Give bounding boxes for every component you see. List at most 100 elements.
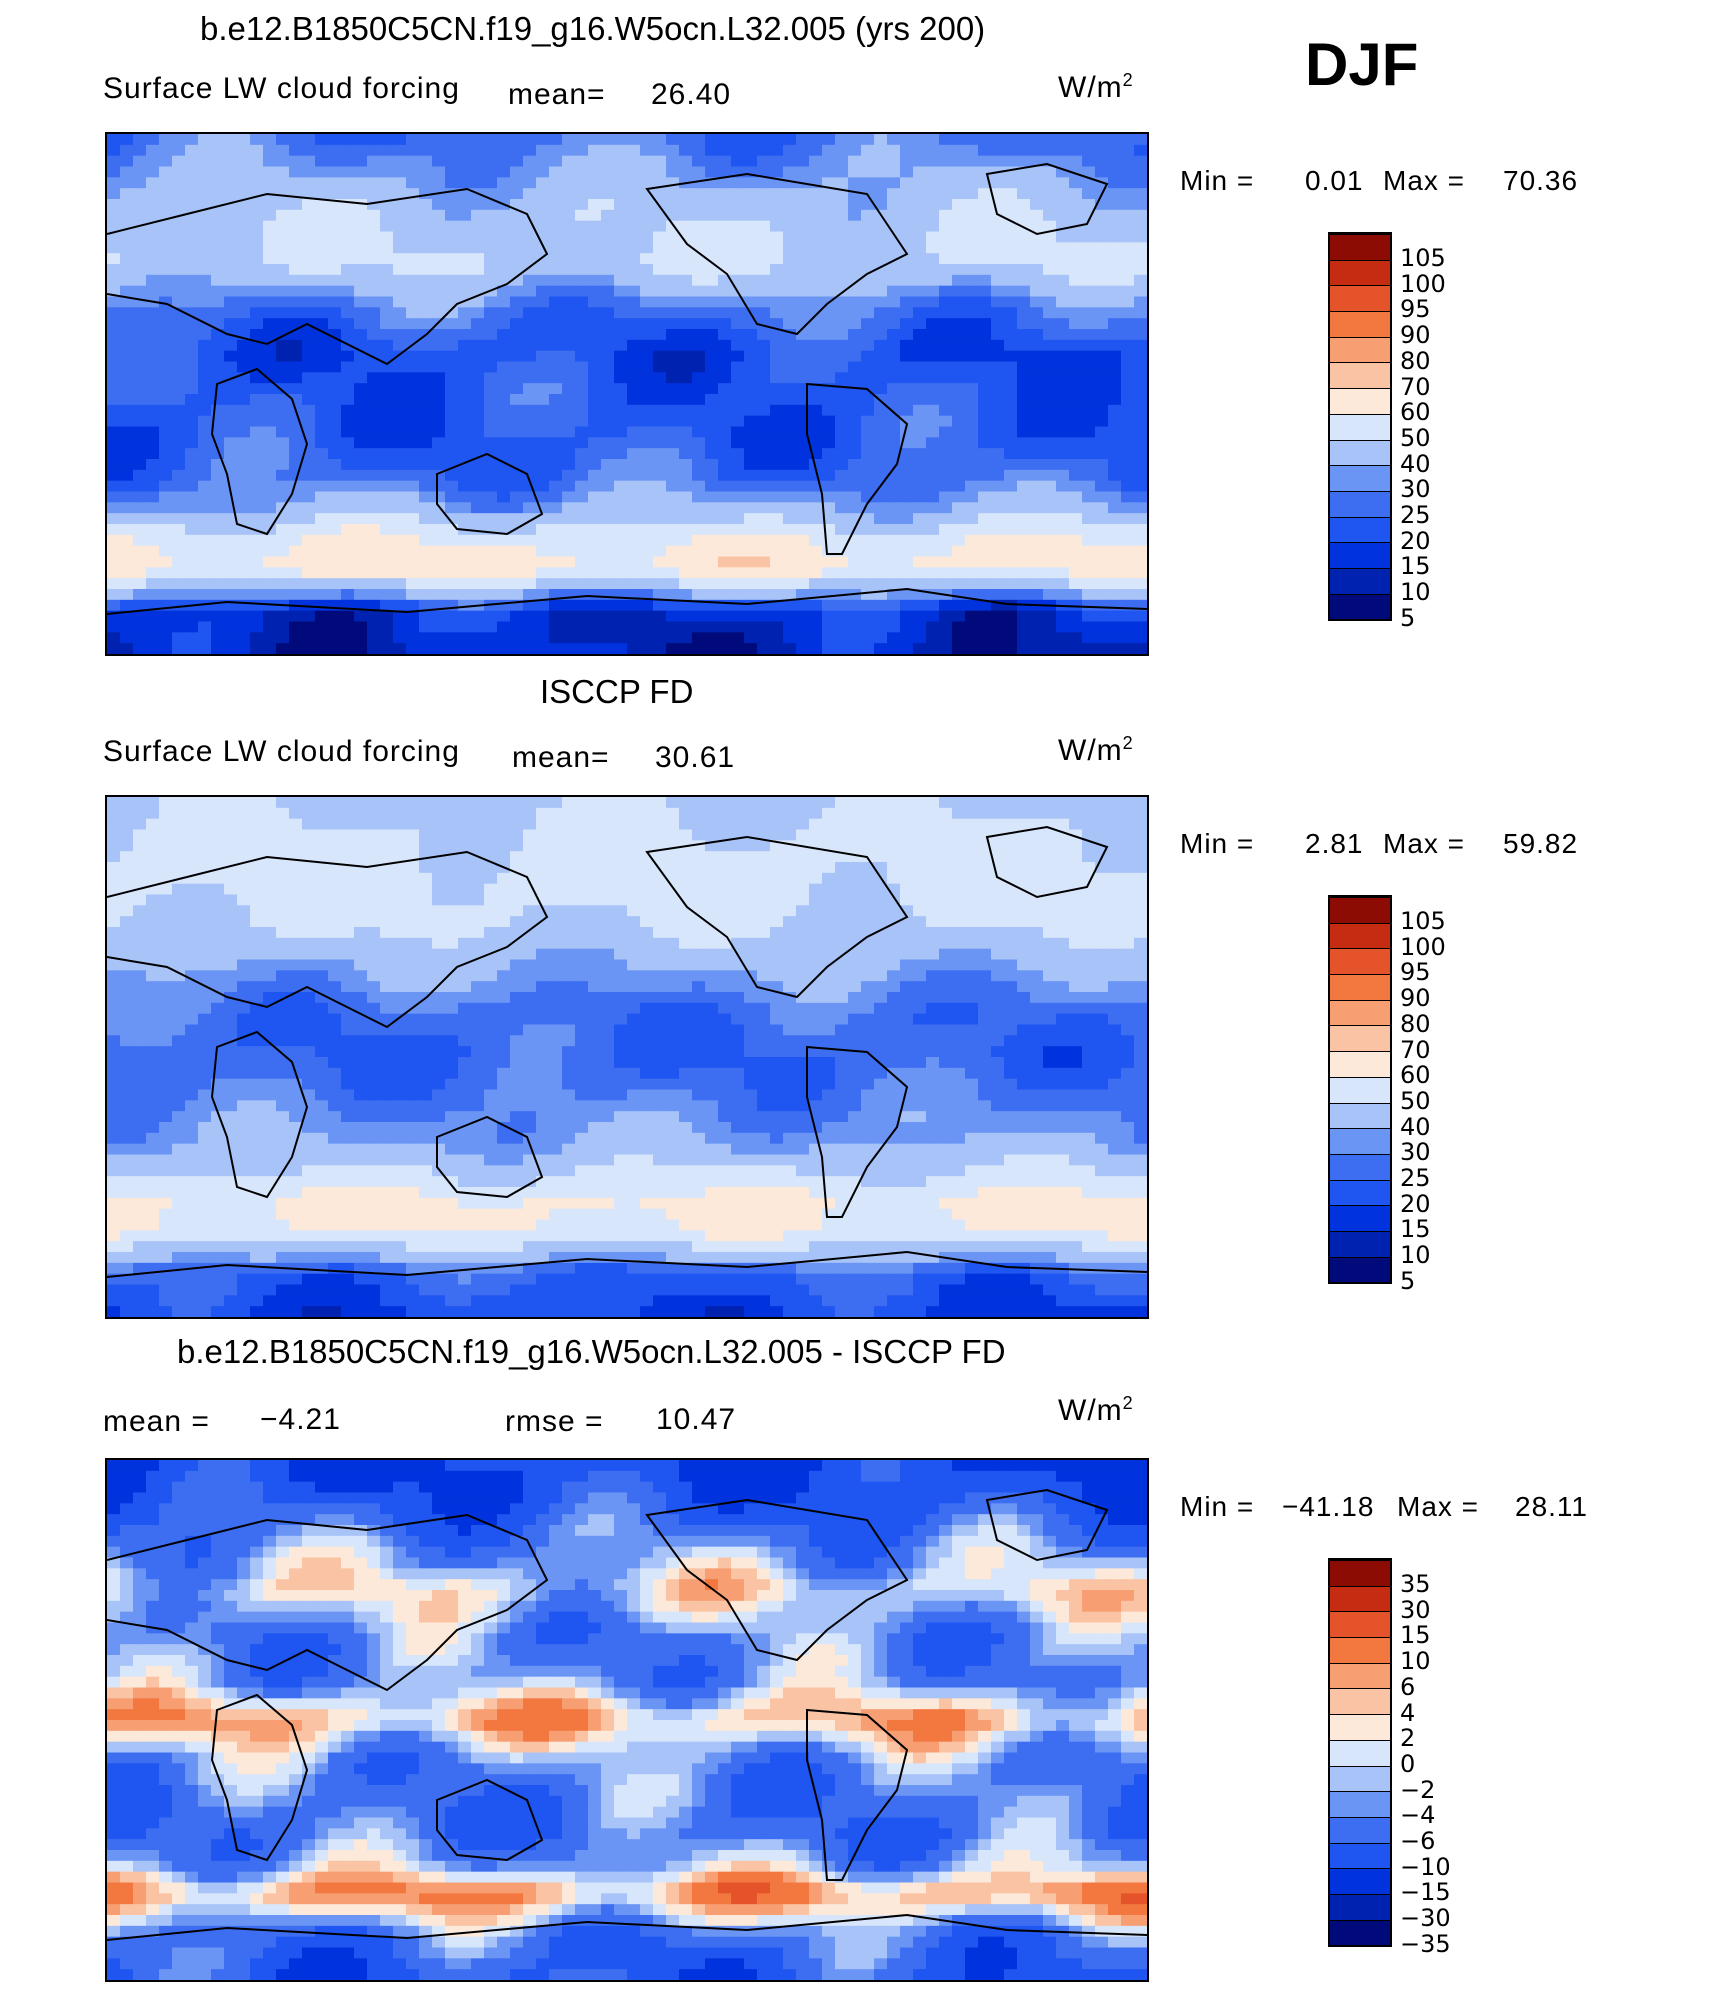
- field-cell: [1082, 937, 1096, 950]
- field-cell: [601, 426, 615, 438]
- field-cell: [822, 643, 836, 654]
- field-cell: [575, 894, 589, 906]
- field-cell: [172, 524, 186, 536]
- field-cell: [159, 807, 173, 820]
- field-cell: [432, 177, 446, 189]
- field-cell: [653, 524, 667, 536]
- field-cell: [549, 220, 563, 233]
- field-cell: [848, 372, 862, 384]
- field-cell: [939, 610, 953, 623]
- field-cell: [705, 513, 719, 525]
- field-cell: [575, 610, 589, 623]
- field-cell: [1030, 883, 1044, 896]
- field-cell: [874, 621, 888, 633]
- field-cell: [458, 177, 472, 189]
- field-cell: [627, 274, 641, 287]
- field-cell: [783, 894, 797, 906]
- field-cell: [289, 807, 303, 820]
- field-cell: [614, 599, 628, 612]
- field-cell: [367, 459, 381, 471]
- field-cell: [341, 372, 355, 384]
- field-cell: [601, 134, 615, 146]
- field-cell: [549, 437, 563, 449]
- field-cell: [731, 621, 745, 633]
- field-cell: [1134, 220, 1147, 233]
- field-cell: [913, 231, 927, 243]
- field-cell: [393, 372, 407, 384]
- field-cell: [224, 513, 238, 525]
- field-cell: [549, 621, 563, 633]
- field-cell: [1056, 199, 1070, 211]
- field-cell: [809, 469, 823, 482]
- field-cell: [705, 177, 719, 189]
- field-cell: [835, 426, 849, 438]
- field-cell: [1082, 296, 1096, 308]
- field-cell: [289, 231, 303, 243]
- field-cell: [198, 567, 212, 579]
- field-cell: [1134, 621, 1147, 633]
- field-cell: [159, 556, 173, 568]
- field-cell: [757, 905, 771, 917]
- field-cell: [705, 797, 719, 809]
- field-cell: [640, 274, 654, 287]
- field-cell: [913, 643, 927, 654]
- field-cell: [185, 166, 199, 178]
- field-cell: [445, 545, 459, 558]
- field-cell: [276, 840, 290, 852]
- field-cell: [549, 491, 563, 503]
- field-cell: [978, 253, 992, 265]
- field-cell: [965, 361, 979, 373]
- field-cell: [107, 643, 121, 654]
- field-cell: [1108, 199, 1122, 211]
- field-cell: [549, 318, 563, 330]
- field-cell: [120, 632, 134, 644]
- field-cell: [757, 862, 771, 874]
- field-cell: [1069, 459, 1083, 471]
- field-cell: [1082, 469, 1096, 482]
- field-cell: [1030, 383, 1044, 395]
- field-cell: [809, 209, 823, 222]
- field-cell: [263, 231, 277, 243]
- field-cell: [679, 829, 693, 841]
- field-cell: [666, 829, 680, 841]
- field-cell: [1043, 231, 1057, 243]
- field-cell: [1017, 513, 1031, 525]
- field-cell: [341, 209, 355, 222]
- field-cell: [991, 448, 1005, 460]
- field-cell: [887, 916, 901, 928]
- field-cell: [1095, 534, 1109, 547]
- field-cell: [328, 545, 342, 558]
- field-cell: [471, 578, 485, 590]
- field-cell: [731, 872, 745, 885]
- field-cell: [484, 524, 498, 536]
- field-cell: [978, 632, 992, 644]
- field-cell: [107, 916, 121, 928]
- field-cell: [367, 415, 381, 428]
- field-cell: [432, 394, 446, 406]
- field-cell: [848, 242, 862, 254]
- field-cell: [1108, 339, 1122, 352]
- field-cell: [1017, 155, 1031, 168]
- field-cell: [198, 937, 212, 950]
- field-cell: [172, 818, 186, 831]
- field-cell: [835, 883, 849, 896]
- field-cell: [120, 329, 134, 341]
- field-cell: [536, 307, 550, 319]
- field-cell: [328, 372, 342, 384]
- field-cell: [536, 567, 550, 579]
- field-cell: [887, 144, 901, 157]
- field-cell: [731, 818, 745, 831]
- field-cell: [107, 144, 121, 157]
- field-cell: [575, 296, 589, 308]
- field-cell: [744, 231, 758, 243]
- field-cell: [627, 177, 641, 189]
- field-cell: [393, 329, 407, 341]
- field-cell: [666, 437, 680, 449]
- field-cell: [744, 829, 758, 841]
- field-cell: [692, 491, 706, 503]
- field-cell: [770, 862, 784, 874]
- field-cell: [900, 209, 914, 222]
- field-cell: [926, 329, 940, 341]
- field-cell: [588, 916, 602, 928]
- field-cell: [562, 155, 576, 168]
